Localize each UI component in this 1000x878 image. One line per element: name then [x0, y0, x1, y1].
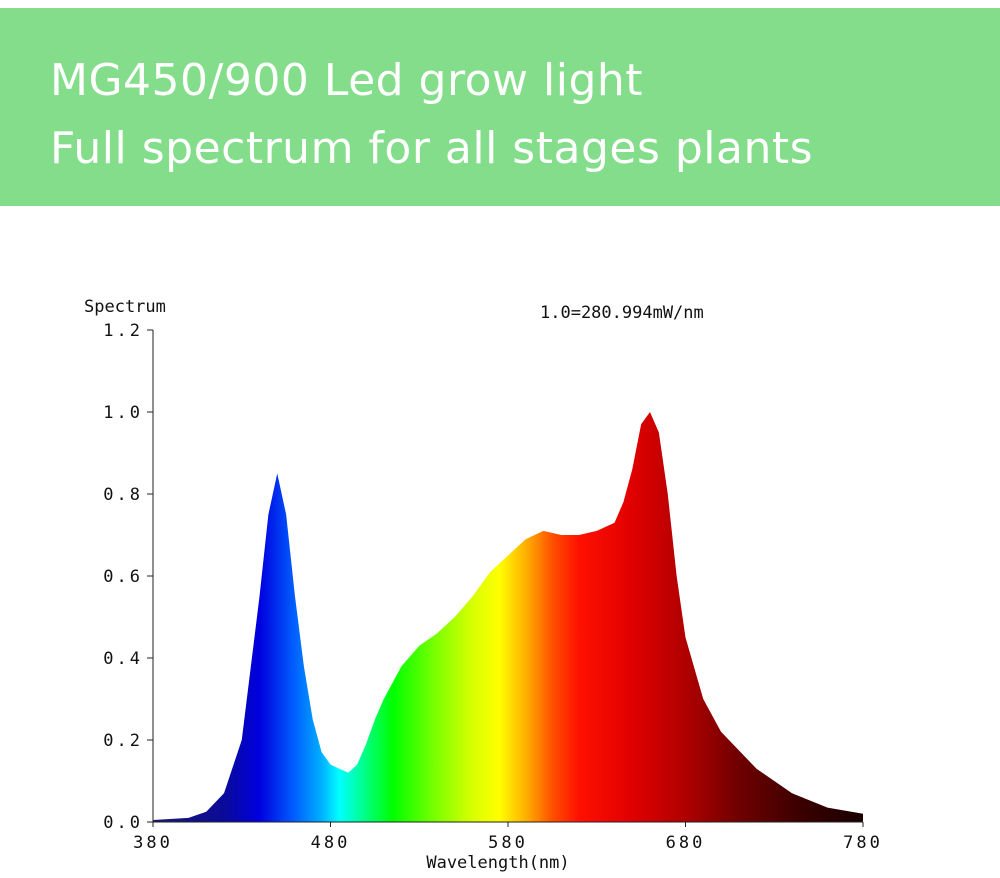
y-tick-label: 1.0 [103, 403, 143, 423]
y-tick-label: 0.4 [103, 649, 143, 669]
banner-title: MG450/900 Led grow light [50, 55, 644, 106]
axes-group: 0.0 0.2 0.4 0.6 0.8 1.0 1.2 380 480 580 680 780 [103, 321, 883, 853]
spectrum-area-group [153, 412, 863, 822]
x-tick-label: 680 [666, 833, 706, 853]
banner-subtitle: Full spectrum for all stages plants [50, 123, 814, 174]
spectrum-area [153, 412, 863, 822]
x-tick-label: 480 [311, 833, 351, 853]
unit-annotation: 1.0=280.994mW/nm [540, 303, 704, 323]
y-tick-label: 0.8 [103, 485, 143, 505]
y-tick-label: 0.2 [103, 731, 143, 751]
x-tick-label: 580 [488, 833, 528, 853]
x-axis-label: Wavelength(nm) [426, 853, 569, 873]
x-tick-label: 780 [843, 833, 883, 853]
y-tick-label: 1.2 [103, 321, 143, 341]
x-tick-label: 380 [133, 833, 173, 853]
y-tick-label: 0.6 [103, 567, 143, 587]
title-banner: MG450/900 Led grow light Full spectrum f… [0, 8, 1000, 206]
y-tick-label: 0.0 [103, 813, 143, 833]
y-axis-label: Spectrum [84, 297, 166, 317]
